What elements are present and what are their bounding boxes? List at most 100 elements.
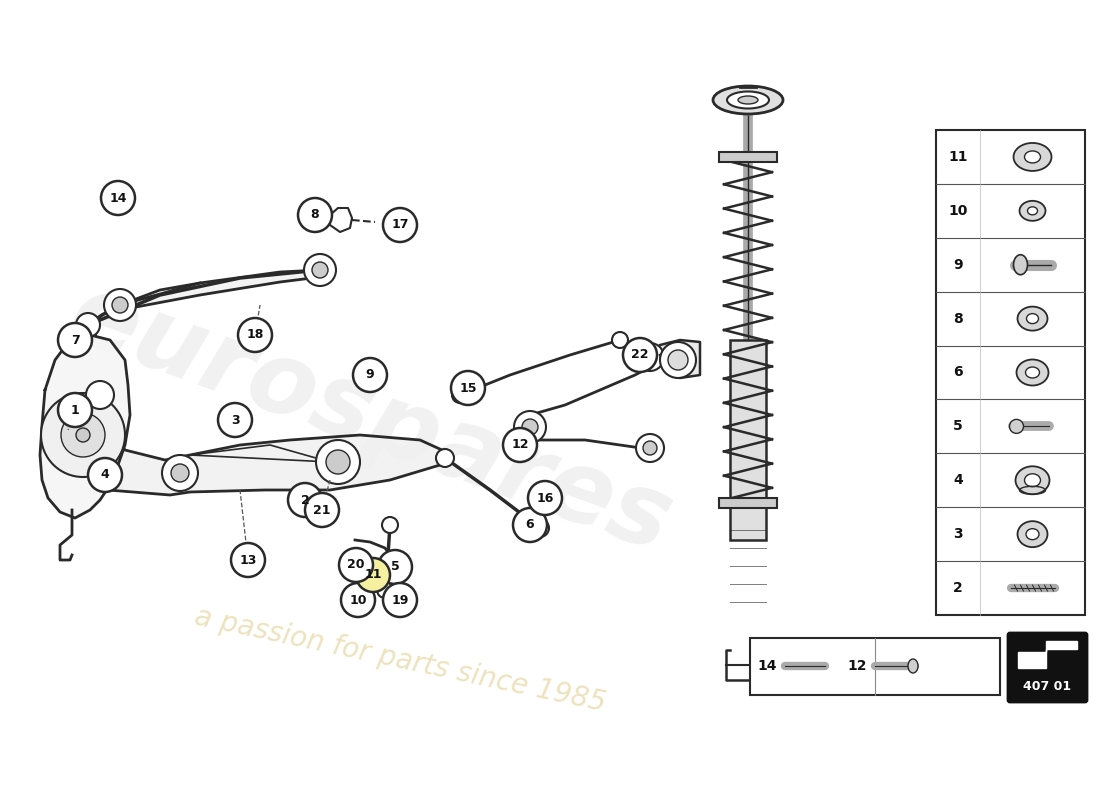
Polygon shape xyxy=(660,340,700,378)
Circle shape xyxy=(305,493,339,527)
Polygon shape xyxy=(40,335,130,518)
Text: 12: 12 xyxy=(512,438,529,451)
Circle shape xyxy=(88,458,122,492)
Circle shape xyxy=(104,289,136,321)
Text: 2: 2 xyxy=(953,581,962,595)
Ellipse shape xyxy=(1013,143,1052,171)
Circle shape xyxy=(644,350,657,364)
Text: 16: 16 xyxy=(537,491,553,505)
Circle shape xyxy=(341,583,375,617)
Ellipse shape xyxy=(1018,306,1047,330)
Circle shape xyxy=(238,318,272,352)
Text: 10: 10 xyxy=(948,204,968,218)
Circle shape xyxy=(383,208,417,242)
Text: 407 01: 407 01 xyxy=(1023,681,1071,694)
Text: 20: 20 xyxy=(348,558,365,571)
Text: 1: 1 xyxy=(70,403,79,417)
Text: 11: 11 xyxy=(364,569,382,582)
Bar xyxy=(719,498,777,508)
Text: 13: 13 xyxy=(240,554,256,566)
Text: eurospares: eurospares xyxy=(56,266,684,574)
Bar xyxy=(936,130,1085,615)
Ellipse shape xyxy=(1027,207,1037,215)
Circle shape xyxy=(522,419,538,435)
Ellipse shape xyxy=(1013,254,1027,274)
Circle shape xyxy=(353,358,387,392)
Circle shape xyxy=(68,420,98,450)
Circle shape xyxy=(612,332,628,348)
Circle shape xyxy=(514,411,546,443)
Text: 4: 4 xyxy=(953,474,962,487)
Ellipse shape xyxy=(1025,367,1040,378)
Circle shape xyxy=(304,254,336,286)
Text: 18: 18 xyxy=(246,329,264,342)
Text: 6: 6 xyxy=(954,366,962,379)
Circle shape xyxy=(382,517,398,533)
Ellipse shape xyxy=(738,96,758,104)
Circle shape xyxy=(60,413,104,457)
Text: 12: 12 xyxy=(847,659,867,673)
Circle shape xyxy=(356,558,390,592)
Ellipse shape xyxy=(1024,151,1041,163)
Circle shape xyxy=(162,455,198,491)
Circle shape xyxy=(513,508,547,542)
Text: 14: 14 xyxy=(109,191,126,205)
Circle shape xyxy=(218,403,252,437)
Ellipse shape xyxy=(1026,529,1039,540)
Circle shape xyxy=(1010,419,1023,434)
Circle shape xyxy=(76,313,100,337)
Text: 10: 10 xyxy=(350,594,366,606)
Circle shape xyxy=(298,198,332,232)
Circle shape xyxy=(644,441,657,455)
Text: 7: 7 xyxy=(70,334,79,346)
Text: 19: 19 xyxy=(392,594,409,606)
Ellipse shape xyxy=(1018,521,1047,547)
Ellipse shape xyxy=(1015,466,1049,494)
Circle shape xyxy=(503,428,537,462)
Circle shape xyxy=(378,550,412,584)
Circle shape xyxy=(383,583,417,617)
Text: 2: 2 xyxy=(300,494,309,506)
Text: 9: 9 xyxy=(954,258,962,272)
Bar xyxy=(719,152,777,162)
Text: 11: 11 xyxy=(948,150,968,164)
Text: 5: 5 xyxy=(953,419,962,434)
Circle shape xyxy=(312,262,328,278)
Text: 14: 14 xyxy=(757,659,777,673)
Text: 4: 4 xyxy=(100,469,109,482)
Text: 17: 17 xyxy=(392,218,409,231)
Circle shape xyxy=(170,464,189,482)
Circle shape xyxy=(339,548,373,582)
Circle shape xyxy=(112,297,128,313)
Circle shape xyxy=(58,393,92,427)
Bar xyxy=(730,340,766,540)
Ellipse shape xyxy=(908,659,918,673)
Circle shape xyxy=(41,393,125,477)
Circle shape xyxy=(326,450,350,474)
Circle shape xyxy=(623,338,657,372)
Circle shape xyxy=(86,381,114,409)
Circle shape xyxy=(668,350,688,370)
Text: a passion for parts since 1985: a passion for parts since 1985 xyxy=(191,602,608,718)
Circle shape xyxy=(58,323,92,357)
Circle shape xyxy=(231,543,265,577)
Circle shape xyxy=(531,519,549,537)
Text: 3: 3 xyxy=(231,414,240,426)
Circle shape xyxy=(101,181,135,215)
Circle shape xyxy=(436,449,454,467)
Text: 9: 9 xyxy=(365,369,374,382)
Circle shape xyxy=(316,440,360,484)
Ellipse shape xyxy=(727,91,769,109)
Text: 3: 3 xyxy=(954,527,962,541)
Circle shape xyxy=(288,483,322,517)
Text: 22: 22 xyxy=(631,349,649,362)
Text: 6: 6 xyxy=(526,518,535,531)
Polygon shape xyxy=(90,395,442,495)
Circle shape xyxy=(660,342,696,378)
Text: 8: 8 xyxy=(953,312,962,326)
FancyBboxPatch shape xyxy=(1008,633,1087,702)
Ellipse shape xyxy=(1016,359,1048,386)
Ellipse shape xyxy=(1024,474,1041,486)
Circle shape xyxy=(528,481,562,515)
Circle shape xyxy=(636,343,664,371)
